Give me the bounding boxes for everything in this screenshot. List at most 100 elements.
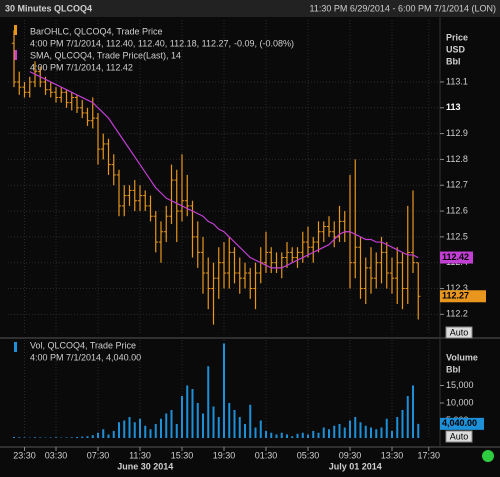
window-title: 30 Minutes QLCOQ4	[5, 3, 92, 13]
volume-bar	[65, 437, 68, 438]
last-value-box	[440, 290, 486, 303]
axis-unit: Bbl	[446, 56, 461, 66]
volume-bar	[212, 406, 215, 438]
date-label: July 01 2014	[329, 461, 382, 471]
x-tick-label: 11:30	[129, 450, 151, 460]
y-tick-label: 113.1	[446, 76, 468, 86]
legend-icon	[14, 342, 17, 352]
x-tick-label: 13:30	[381, 450, 404, 460]
volume-bar	[328, 429, 330, 438]
volume-bar	[112, 431, 115, 438]
legend-detail: 4:00 PM 7/1/2014, 112.40, 112.40, 112.18…	[30, 38, 231, 48]
legend-name: SMA, QLCOQ4, Trade Price(Last), 14	[30, 50, 181, 60]
volume-bar	[301, 432, 304, 438]
volume-bar	[207, 366, 210, 438]
volume-bar	[233, 410, 236, 438]
time-range: 11:30 PM 6/29/2014 - 6:00 PM 7/1/2014 (L…	[310, 3, 496, 13]
x-tick-label: 07:30	[87, 450, 110, 460]
volume-bar	[81, 436, 84, 438]
x-tick-label: 17:30	[417, 450, 440, 460]
volume-bar	[39, 437, 42, 438]
volume-bar	[160, 418, 162, 438]
volume-bar	[76, 436, 78, 438]
legend-name: Vol, QLCOQ4, Trade Price	[30, 340, 136, 350]
volume-bar	[170, 410, 173, 438]
volume-bar	[249, 404, 252, 438]
volume-bar	[364, 425, 367, 438]
volume-bar	[133, 422, 136, 438]
volume-bar	[86, 436, 89, 438]
auto-button-label: Auto	[450, 431, 469, 441]
legend-detail: 4:00 PM 7/1/2014, 112.42	[30, 62, 133, 72]
volume-bar	[175, 424, 178, 438]
volume-bar	[186, 385, 189, 438]
legend-name: BarOHLC, QLCOQ4, Trade Price	[30, 26, 163, 36]
auto-button-label: Auto	[450, 327, 469, 337]
volume-bar	[70, 437, 73, 438]
x-tick-label: 23:30	[13, 450, 36, 460]
auto-button	[445, 430, 473, 443]
volume-bar	[244, 424, 246, 438]
volume-bar	[23, 437, 26, 438]
x-tick-label: 03:30	[45, 450, 68, 460]
axis-unit: Price	[446, 32, 468, 42]
volume-bar	[97, 432, 99, 438]
volume-bar	[49, 437, 52, 438]
volume-bar	[228, 403, 231, 438]
volume-bar	[338, 424, 341, 438]
y-tick-label: 112.3	[446, 283, 468, 293]
volume-bar	[286, 434, 288, 438]
last-value-label: 4,040.00	[442, 418, 477, 428]
y-tick-label: 113	[446, 102, 461, 112]
volume-bar	[223, 343, 225, 438]
volume-bar	[396, 417, 399, 438]
volume-bar	[312, 431, 315, 438]
volume-bar	[181, 396, 183, 438]
last-value-label: 112.42	[442, 252, 469, 262]
volume-bar	[333, 425, 336, 438]
volume-bar	[401, 410, 404, 438]
volume-bar	[238, 417, 241, 438]
y-tick-label: 10,000	[446, 397, 474, 407]
sma-line	[29, 71, 419, 269]
volume-bar	[144, 425, 147, 438]
x-tick-label: 19:30	[213, 450, 236, 460]
volume-bar	[254, 427, 257, 438]
x-tick-label: 15:30	[171, 450, 194, 460]
volume-bar	[102, 429, 105, 438]
volume-bar	[417, 423, 420, 438]
volume-bar	[317, 432, 320, 438]
y-tick-label: 15,000	[446, 380, 474, 390]
volume-bar	[375, 429, 378, 438]
volume-bar	[349, 420, 351, 438]
volume-bar	[91, 435, 94, 438]
x-tick-label: 09:30	[339, 450, 362, 460]
x-tick-label: 01:30	[255, 450, 278, 460]
legend-icon	[14, 50, 17, 60]
volume-bar	[191, 389, 194, 438]
volume-bar	[291, 436, 294, 438]
volume-bar	[359, 422, 362, 438]
y-tick-label: 112.8	[446, 154, 468, 164]
y-tick-label: 112.5	[446, 231, 468, 241]
volume-bar	[412, 385, 414, 438]
last-value-box	[440, 417, 484, 430]
legend-icon	[14, 25, 17, 35]
volume-bar	[165, 413, 168, 438]
legend-change: -0.09, (-0.08%)	[234, 38, 294, 48]
volume-bar	[202, 413, 204, 438]
volume-bar	[275, 434, 278, 438]
volume-bar	[18, 437, 21, 438]
last-value-box	[440, 251, 473, 264]
title-bar	[0, 0, 500, 17]
volume-bar	[265, 431, 267, 438]
legend-detail: 4:00 PM 7/1/2014, 4,040.00	[30, 352, 141, 362]
volume-bar	[270, 432, 273, 438]
volume-bar	[149, 429, 152, 438]
volume-bar	[370, 427, 372, 438]
date-label: June 30 2014	[117, 461, 173, 471]
last-value-label: 112.27	[442, 291, 469, 301]
volume-bar	[296, 433, 299, 438]
